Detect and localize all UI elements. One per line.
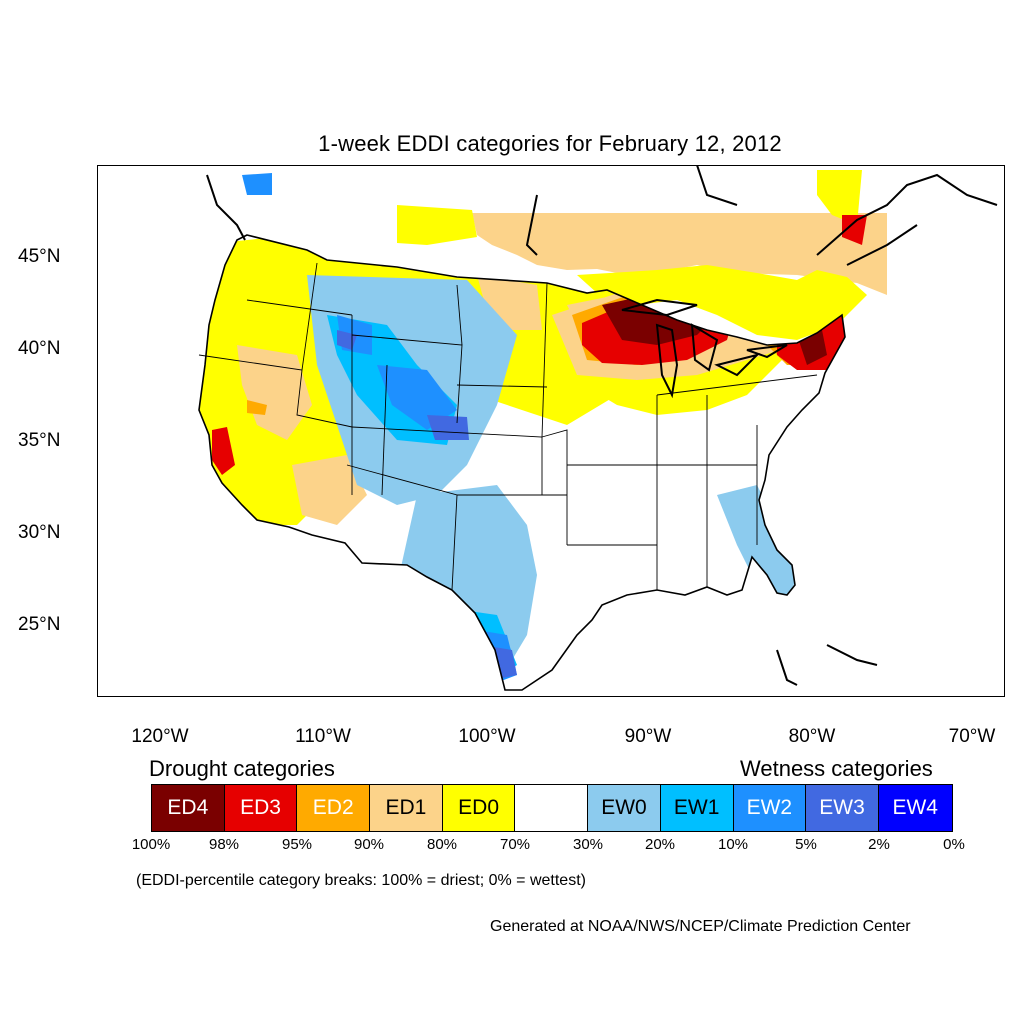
eddi-map — [97, 165, 1005, 697]
legend-box-ed2: ED2 — [297, 785, 371, 831]
lat-label-35n: 35°N — [18, 430, 61, 451]
legend-box-ew0: EW0 — [588, 785, 661, 831]
legend-box-ew2: EW2 — [733, 785, 807, 831]
legend-box-normal — [515, 785, 589, 831]
legend-box-ed3: ED3 — [224, 785, 298, 831]
lat-label-25n: 25°N — [18, 614, 61, 635]
credit-line: Generated at NOAA/NWS/NCEP/Climate Predi… — [490, 918, 911, 935]
break-label: 10% — [717, 836, 749, 853]
break-label: 30% — [572, 836, 604, 853]
wetness-heading: Wetness categories — [740, 756, 933, 781]
legend-box-ew3: EW3 — [806, 785, 879, 831]
category-legend: ED4 ED3 ED2 ED1 ED0 EW0 EW1 EW2 EW3 EW4 — [151, 784, 953, 832]
break-label: 5% — [795, 836, 817, 853]
lon-label-100w: 100°W — [458, 726, 516, 747]
lon-label-70w: 70°W — [948, 726, 996, 747]
break-label: 2% — [868, 836, 890, 853]
lat-label-45n: 45°N — [18, 246, 61, 267]
break-label: 98% — [208, 836, 240, 853]
break-label: 80% — [426, 836, 458, 853]
break-label: 90% — [353, 836, 385, 853]
legend-box-ew1: EW1 — [660, 785, 734, 831]
category-note: (EDDI-percentile category breaks: 100% =… — [136, 872, 586, 889]
lon-label-80w: 80°W — [788, 726, 836, 747]
lon-label-110w: 110°W — [295, 726, 351, 747]
lon-label-90w: 90°W — [624, 726, 672, 747]
drought-heading: Drought categories — [149, 756, 335, 781]
legend-box-ed4: ED4 — [152, 785, 225, 831]
break-label: 70% — [499, 836, 531, 853]
legend-box-ed0: ED0 — [442, 785, 516, 831]
lat-label-40n: 40°N — [18, 338, 61, 359]
break-label: 95% — [281, 836, 313, 853]
break-label: 0% — [943, 836, 965, 853]
break-label: 100% — [131, 836, 171, 853]
lat-label-30n: 30°N — [18, 522, 61, 543]
legend-box-ed1: ED1 — [370, 785, 443, 831]
legend-box-ew4: EW4 — [878, 785, 952, 831]
break-label: 20% — [644, 836, 676, 853]
map-title: 1-week EDDI categories for February 12, … — [318, 131, 782, 156]
lon-label-120w: 120°W — [131, 726, 189, 747]
